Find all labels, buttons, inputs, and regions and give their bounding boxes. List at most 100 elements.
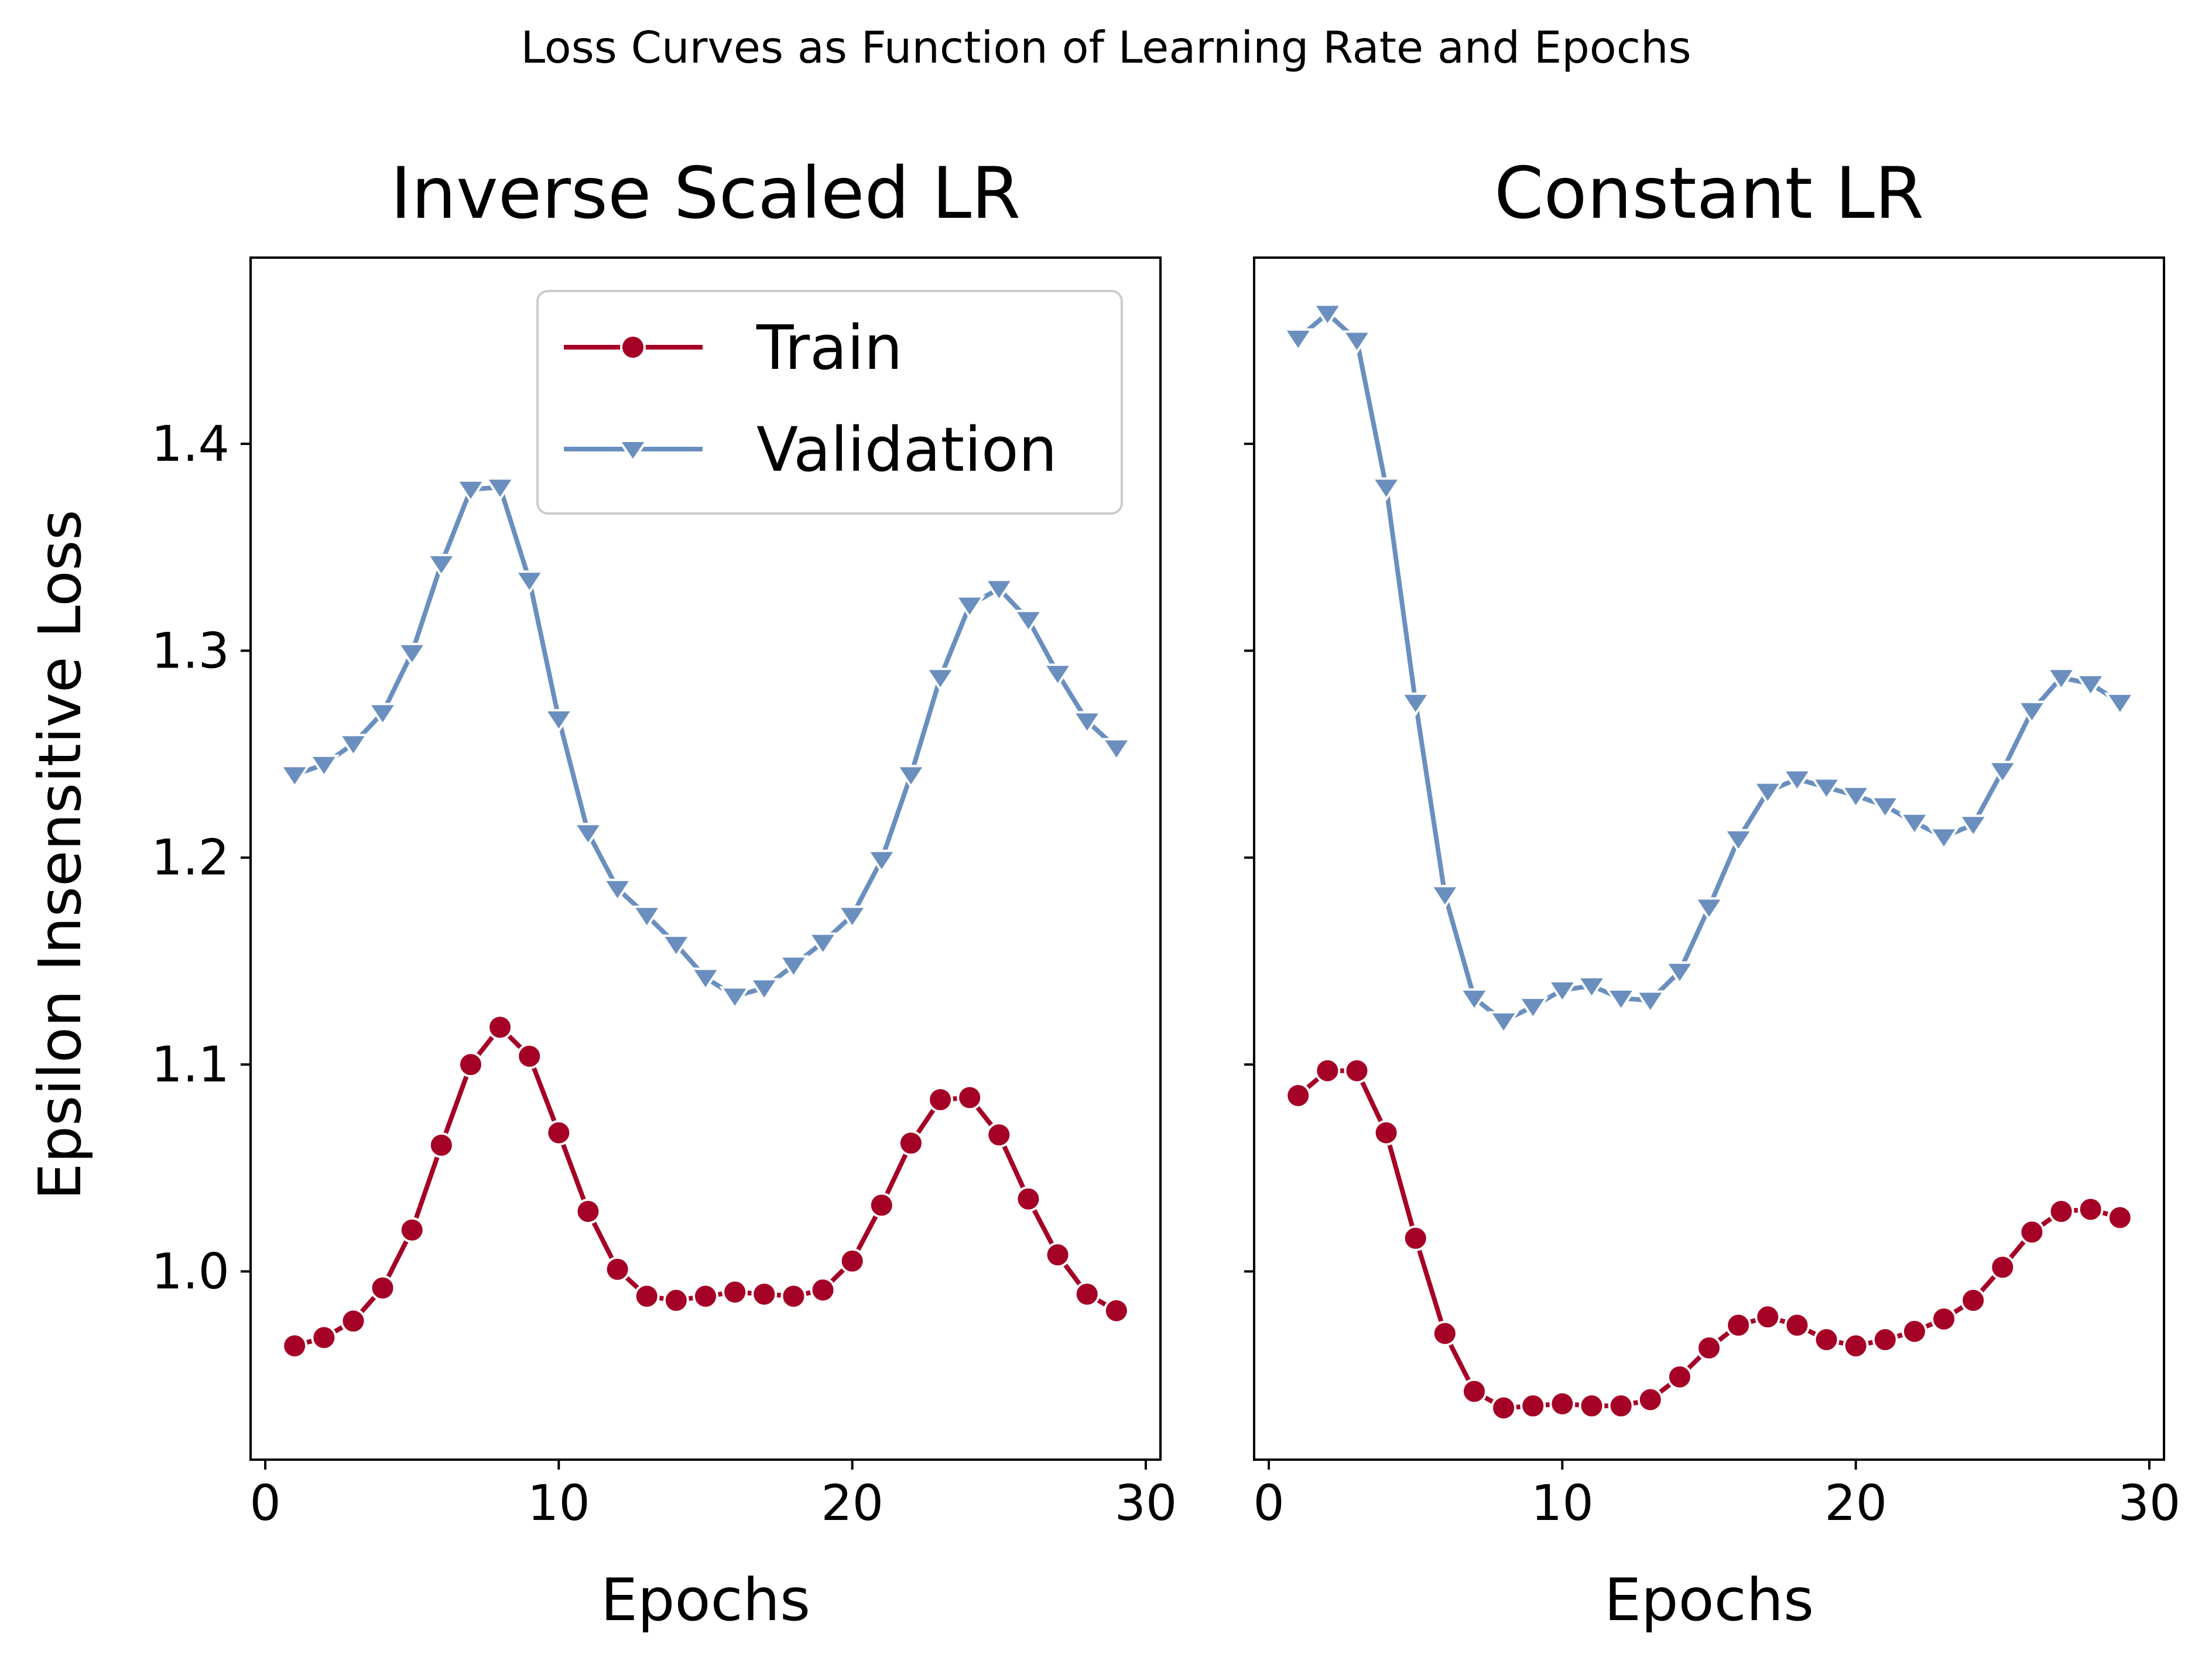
data-point-train xyxy=(340,1308,367,1334)
data-point-train xyxy=(457,1052,484,1078)
data-point-validation xyxy=(1458,988,1490,1012)
data-point-validation xyxy=(1071,711,1103,735)
data-point-validation xyxy=(807,932,839,957)
data-point-train xyxy=(751,1281,778,1307)
data-point-train xyxy=(927,1087,954,1113)
data-point-train xyxy=(898,1130,924,1156)
data-point-validation xyxy=(426,553,457,578)
x-axis-label: Epochs xyxy=(1604,1566,1814,1634)
series-validation xyxy=(279,477,1132,1011)
data-point-validation xyxy=(2074,673,2107,698)
data-point-validation xyxy=(836,905,868,930)
data-point-validation xyxy=(631,905,663,930)
x-tick-label: 20 xyxy=(1824,1474,1887,1532)
data-point-validation xyxy=(1101,738,1132,762)
x-tick-label: 30 xyxy=(2118,1474,2180,1532)
data-point-validation xyxy=(1546,980,1578,1004)
legend-label-train: Train xyxy=(756,312,903,384)
panel-title: Inverse Scaled LR xyxy=(391,152,1021,235)
data-point-validation xyxy=(1517,997,1549,1021)
data-point-validation xyxy=(2045,667,2077,691)
data-point-validation xyxy=(1605,988,1637,1012)
data-point-train xyxy=(722,1279,748,1305)
x-tick-label: 10 xyxy=(1531,1474,1594,1532)
data-point-train xyxy=(282,1333,308,1359)
data-point-train xyxy=(575,1198,601,1224)
data-point-train xyxy=(1461,1378,1487,1405)
data-point-validation xyxy=(1752,781,1783,806)
panel-constant-lr: Constant LR Epochs 0 10 20 30 xyxy=(1244,152,2180,1634)
data-point-train xyxy=(634,1283,660,1309)
data-point-train xyxy=(1402,1225,1429,1251)
data-point-validation xyxy=(543,708,575,733)
data-point-validation xyxy=(719,986,751,1011)
x-tick-label: 0 xyxy=(249,1474,280,1532)
data-point-validation xyxy=(2016,700,2048,725)
panel-inverse-scaled-lr: Inverse Scaled LR Epsilon Insensitive Lo… xyxy=(26,152,1177,1634)
data-point-train xyxy=(2019,1219,2045,1245)
panel-title: Constant LR xyxy=(1494,152,1924,235)
data-point-validation xyxy=(1312,303,1344,328)
axis-ticks: 0 10 20 30 xyxy=(1244,443,2180,1532)
data-point-train xyxy=(1960,1287,1987,1313)
data-point-train xyxy=(369,1275,396,1301)
data-point-train xyxy=(1725,1312,1752,1338)
x-tick-label: 10 xyxy=(528,1474,590,1532)
data-point-train xyxy=(693,1283,718,1309)
data-point-validation xyxy=(513,570,545,594)
data-point-train xyxy=(1578,1393,1605,1419)
data-point-train xyxy=(1344,1057,1370,1084)
data-point-train xyxy=(957,1084,983,1111)
data-point-validation xyxy=(1370,477,1402,501)
plot-area xyxy=(279,477,1132,1359)
data-point-validation xyxy=(924,667,956,691)
series-validation xyxy=(1282,303,2136,1035)
data-point-train xyxy=(780,1283,807,1309)
data-point-validation xyxy=(866,850,898,874)
data-point-train xyxy=(2048,1198,2074,1224)
data-point-validation xyxy=(895,765,927,789)
data-point-train xyxy=(1045,1242,1071,1268)
data-point-validation xyxy=(572,823,604,847)
data-point-validation xyxy=(1723,828,1754,853)
data-point-train xyxy=(1549,1391,1576,1417)
data-point-validation xyxy=(1576,975,1608,1000)
data-point-train xyxy=(399,1217,425,1243)
data-point-train xyxy=(1813,1327,1840,1353)
y-tick-label: 1.2 xyxy=(151,829,230,886)
legend-entry-validation: Validation xyxy=(564,414,1057,485)
data-point-train xyxy=(1931,1306,1957,1332)
data-point-train xyxy=(1901,1318,1927,1344)
data-point-validation xyxy=(484,477,516,501)
y-tick-label: 1.3 xyxy=(151,622,230,679)
data-point-validation xyxy=(601,878,634,903)
data-point-train xyxy=(1608,1393,1634,1419)
data-point-validation xyxy=(1012,610,1045,634)
figure-suptitle: Loss Curves as Function of Learning Rate… xyxy=(521,22,1691,73)
x-tick-label: 20 xyxy=(821,1474,884,1532)
data-point-validation xyxy=(690,967,721,992)
data-point-validation xyxy=(455,479,487,504)
data-point-train xyxy=(1074,1281,1100,1307)
y-tick-label: 1.0 xyxy=(151,1242,230,1300)
axis-ticks: 0 10 20 30 1.0 1.1 1.2 1.3 1.4 xyxy=(151,415,1177,1532)
data-point-train xyxy=(1432,1320,1458,1347)
data-point-validation xyxy=(1282,328,1314,352)
x-axis-label: Epochs xyxy=(601,1566,810,1634)
data-point-train xyxy=(1755,1304,1781,1330)
data-point-validation xyxy=(279,765,310,789)
data-point-validation xyxy=(954,595,985,619)
data-point-train xyxy=(428,1132,454,1158)
data-point-validation xyxy=(983,578,1015,603)
y-tick-label: 1.4 xyxy=(151,415,230,473)
data-point-validation xyxy=(367,703,399,727)
data-point-validation xyxy=(1400,692,1432,717)
legend-entry-train: Train xyxy=(564,312,903,384)
data-point-train xyxy=(986,1122,1012,1148)
series-train xyxy=(282,1014,1129,1359)
data-point-validation xyxy=(1957,814,1989,838)
data-point-train xyxy=(2107,1204,2133,1231)
data-point-validation xyxy=(778,955,810,980)
data-point-train xyxy=(604,1256,631,1282)
